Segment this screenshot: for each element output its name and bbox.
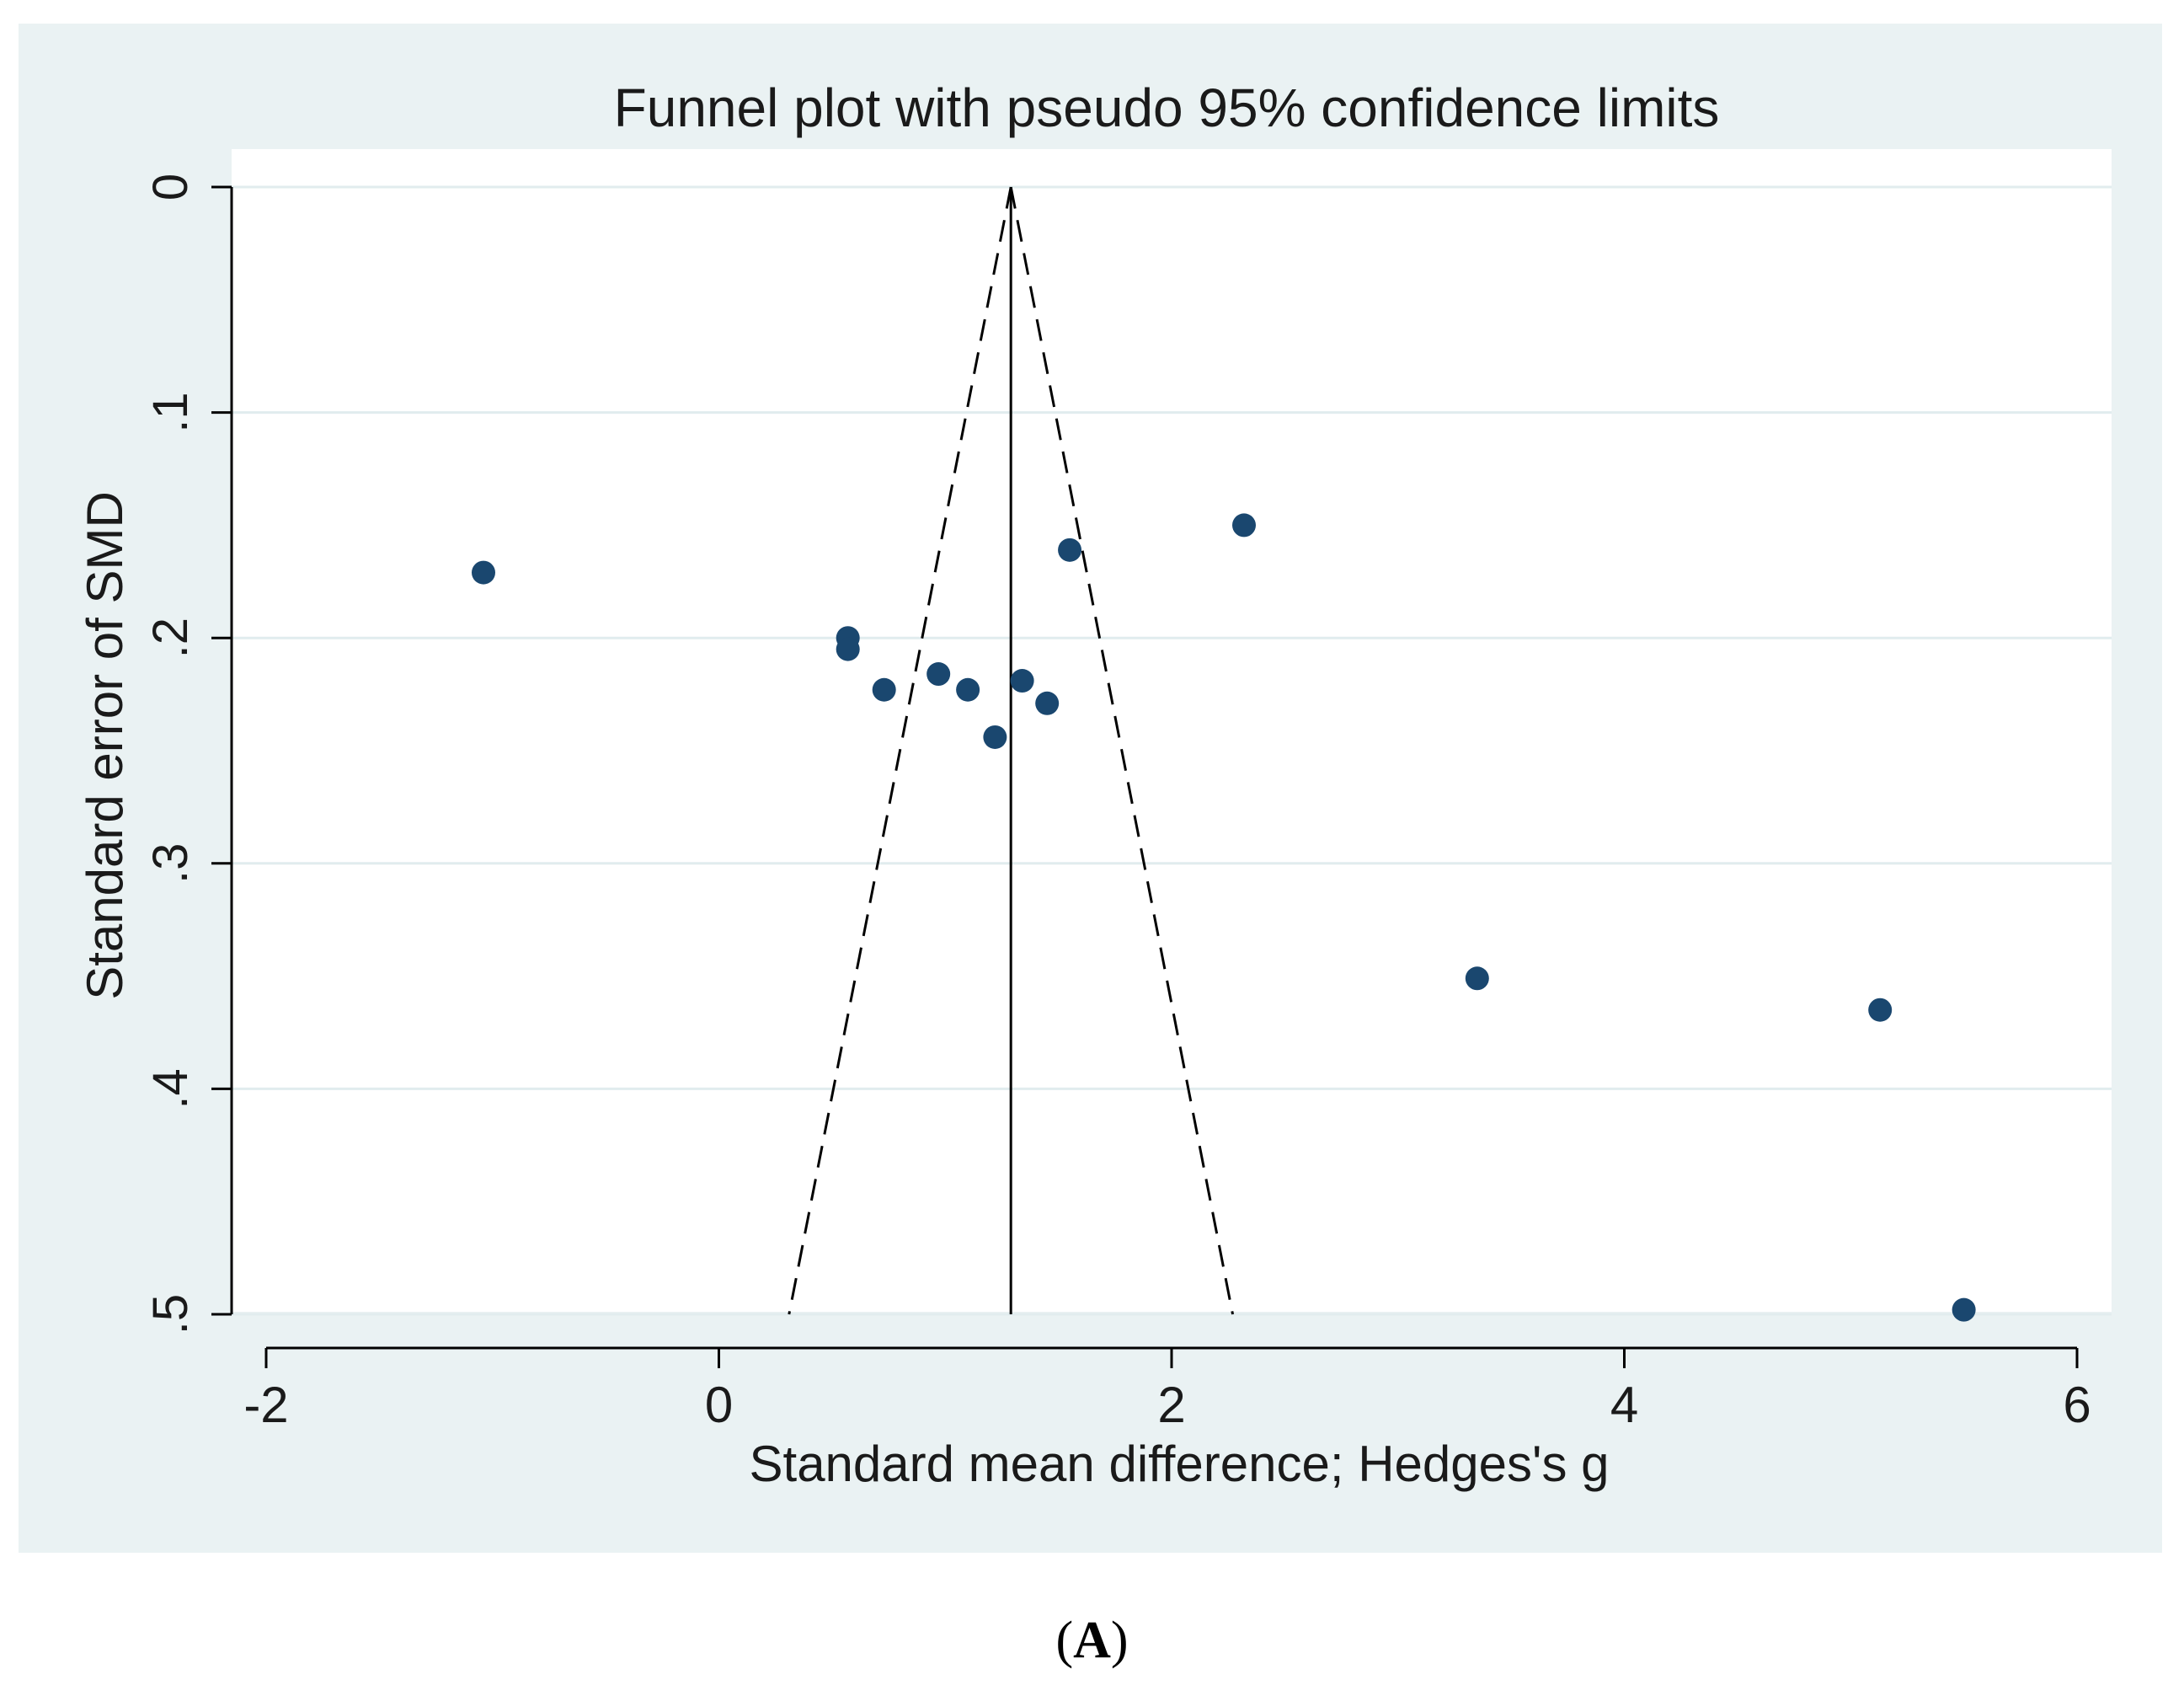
- x-axis-label: Standard mean difference; Hedges's g: [750, 1436, 1610, 1492]
- data-point-9: [1058, 538, 1082, 562]
- y-tick-label-3: .3: [143, 843, 198, 884]
- data-point-7: [1010, 669, 1034, 693]
- caption-open: (: [1055, 1612, 1074, 1669]
- data-point-0: [472, 560, 495, 585]
- x-tick-label-1: 0: [705, 1377, 733, 1433]
- data-points: [472, 513, 1976, 1322]
- data-point-6: [983, 725, 1007, 749]
- y-tick-label-4: .4: [143, 1068, 198, 1109]
- caption-close: ): [1110, 1612, 1129, 1669]
- data-point-2: [836, 637, 860, 661]
- data-point-10: [1232, 513, 1256, 538]
- y-tick-label-2: .2: [143, 618, 198, 658]
- y-tick-label-0: 0: [143, 174, 198, 201]
- y-axis-label: Standard error of SMD: [77, 491, 133, 1000]
- y-tick-label-1: .1: [143, 392, 198, 432]
- data-point-11: [1465, 966, 1489, 991]
- x-tick-label-4: 6: [2063, 1377, 2091, 1433]
- plot-area: [232, 149, 2112, 1312]
- chart-title: Funnel plot with pseudo 95% confidence l…: [614, 78, 1720, 138]
- upper-confidence-limit: [1009, 186, 1235, 1315]
- gridlines: [232, 185, 2112, 1316]
- y-tick-label-5: .5: [143, 1294, 198, 1335]
- figure-caption: (A): [0, 1611, 2184, 1671]
- data-point-5: [956, 677, 980, 702]
- data-point-13: [1952, 1297, 1976, 1322]
- caption-label: A: [1073, 1612, 1111, 1669]
- data-point-12: [1868, 998, 1893, 1022]
- x-tick-label-3: 4: [1610, 1377, 1638, 1433]
- lower-confidence-limit: [788, 186, 1012, 1315]
- axes: 0 .1 .2 .3 .4 .5 -2 0 2 4 6: [143, 174, 2091, 1433]
- data-point-3: [872, 677, 896, 702]
- x-tick-label-2: 2: [1157, 1377, 1185, 1433]
- data-point-8: [1035, 691, 1060, 715]
- data-point-4: [926, 662, 951, 687]
- confidence-funnel: [788, 186, 1235, 1315]
- x-tick-label-0: -2: [243, 1377, 288, 1433]
- funnel-plot: 0 .1 .2 .3 .4 .5 -2 0 2 4 6 Funnel plot with pseud…: [19, 24, 2162, 1553]
